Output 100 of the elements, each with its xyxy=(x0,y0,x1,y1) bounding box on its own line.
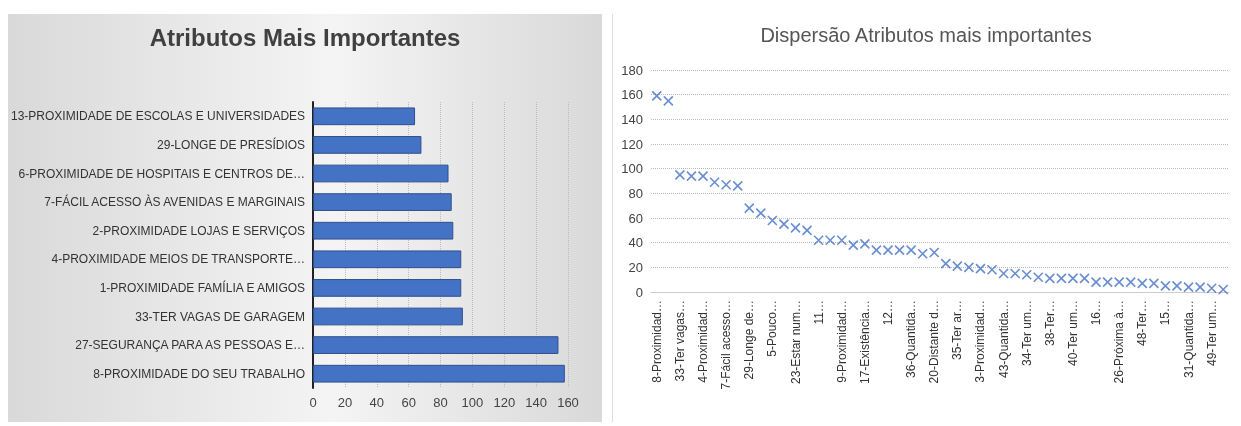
point xyxy=(1113,276,1125,288)
x-tick-label: 15… xyxy=(1158,300,1173,326)
point xyxy=(732,180,743,192)
point xyxy=(975,263,986,274)
bar xyxy=(313,221,454,240)
point xyxy=(778,218,790,230)
point xyxy=(663,95,674,107)
point xyxy=(1090,276,1102,288)
point xyxy=(1217,284,1229,295)
point xyxy=(894,244,905,256)
bar xyxy=(313,336,559,354)
point xyxy=(1194,281,1206,293)
point xyxy=(836,234,848,246)
x-tick-label: 16… xyxy=(1089,300,1104,326)
point xyxy=(952,260,963,272)
x-tick-label: 31-Quantida… xyxy=(1181,300,1196,379)
x-tick-label: 8-Proximidad… xyxy=(649,300,664,383)
point xyxy=(1137,278,1148,289)
point xyxy=(755,207,767,219)
y-tick-label: 27-SEGURANÇA PARA AS PESSOAS E… xyxy=(75,338,306,353)
point xyxy=(871,244,882,256)
point xyxy=(824,234,836,246)
point xyxy=(709,176,720,188)
point xyxy=(1206,283,1217,294)
y-tick-label: 120 xyxy=(621,136,643,152)
x-tick-label: 29-Longe de… xyxy=(742,300,757,380)
y-tick-label: 140 xyxy=(621,111,643,127)
point xyxy=(1009,268,1021,279)
point xyxy=(1102,276,1113,288)
y-tick-label: 160 xyxy=(621,87,643,103)
chart-title: Atributos Mais Importantes xyxy=(149,23,461,51)
point xyxy=(1125,276,1137,288)
point xyxy=(963,262,975,273)
y-tick-label: 13-PROXIMIDADE DE ESCOLAS E UNIVERSIDADES xyxy=(11,109,306,124)
y-tick-label: 80 xyxy=(628,185,643,201)
x-tick-label: 35-Ter ar… xyxy=(950,300,965,361)
bar xyxy=(313,164,449,183)
x-tick-label: 5-Pouco… xyxy=(765,300,780,357)
point xyxy=(1160,280,1171,292)
x-tick-label: 38-Ter… xyxy=(1042,300,1057,347)
point xyxy=(1067,273,1079,284)
y-tick-label: 100 xyxy=(621,161,643,177)
point xyxy=(1021,269,1032,281)
y-tick-label: 4-PROXIMIDADE MEIOS DE TRANSPORTE… xyxy=(51,252,306,267)
x-tick-label: 160 xyxy=(557,395,579,410)
point xyxy=(1183,281,1194,293)
point xyxy=(986,264,998,276)
x-tick-label: 43-Quantida… xyxy=(996,300,1011,379)
bar xyxy=(313,364,565,383)
x-tick-label: 7-Fácil acesso… xyxy=(719,300,734,390)
point xyxy=(905,244,917,256)
x-tick-label: 20-Distante d… xyxy=(927,300,942,384)
x-tick-label: 49-Ter um… xyxy=(1204,300,1219,367)
y-tick-label: 20 xyxy=(628,259,643,275)
point xyxy=(651,90,663,102)
point xyxy=(767,215,778,226)
point xyxy=(882,244,894,256)
bar xyxy=(313,136,422,154)
x-tick-label: 4-Proximidad… xyxy=(696,300,711,383)
point xyxy=(1079,273,1090,284)
y-tick-label: 2-PROXIMIDADE LOJAS E SERVIÇOS xyxy=(92,223,306,238)
point xyxy=(928,247,940,258)
x-tick-label: 3-Proximidad… xyxy=(973,300,988,383)
point xyxy=(743,202,755,214)
x-tick-label: 140 xyxy=(525,395,547,410)
x-tick-label: 48-Ter… xyxy=(1135,300,1150,347)
x-tick-label: 12… xyxy=(880,300,895,326)
y-tick-label: 0 xyxy=(635,284,643,300)
point xyxy=(697,170,709,182)
x-tick-label: 0 xyxy=(309,395,317,410)
bar xyxy=(313,307,463,326)
point xyxy=(848,239,859,251)
y-tick-label: 33-TER VAGAS DE GARAGEM xyxy=(135,309,306,324)
y-tick-label: 8-PROXIMIDADE DO SEU TRABALHO xyxy=(93,366,306,381)
x-tick-label: 33-Ter vagas… xyxy=(672,300,687,382)
y-tick-label: 29-LONGE DE PRESÍDIOS xyxy=(157,136,306,152)
chart-title: Dispersão Atributos mais importantes xyxy=(760,24,1092,46)
x-tick-label: 26-Próxima à… xyxy=(1112,300,1127,384)
bar xyxy=(313,193,452,211)
point xyxy=(859,238,871,250)
bar xyxy=(313,279,462,297)
x-tick-label: 60 xyxy=(401,395,416,410)
y-tick-label: 7-FÁCIL ACESSO ÀS AVENIDAS E MARGINAIS xyxy=(44,194,306,210)
point xyxy=(674,169,686,181)
point xyxy=(998,268,1009,279)
bar xyxy=(313,250,462,269)
point xyxy=(720,179,732,190)
point xyxy=(940,258,952,269)
x-tick-label: 120 xyxy=(493,395,516,410)
x-tick-label: 100 xyxy=(461,395,484,410)
x-tick-label: 20 xyxy=(337,395,353,410)
point xyxy=(686,170,697,182)
x-tick-label: 9-Proximidad… xyxy=(834,300,849,383)
x-tick-label: 36-Quantida… xyxy=(904,300,919,379)
x-tick-label: 80 xyxy=(433,395,448,410)
point xyxy=(917,248,928,260)
x-tick-label: 40 xyxy=(369,395,385,410)
point xyxy=(1044,273,1056,284)
point xyxy=(1032,271,1044,283)
y-tick-label: 60 xyxy=(628,210,643,226)
